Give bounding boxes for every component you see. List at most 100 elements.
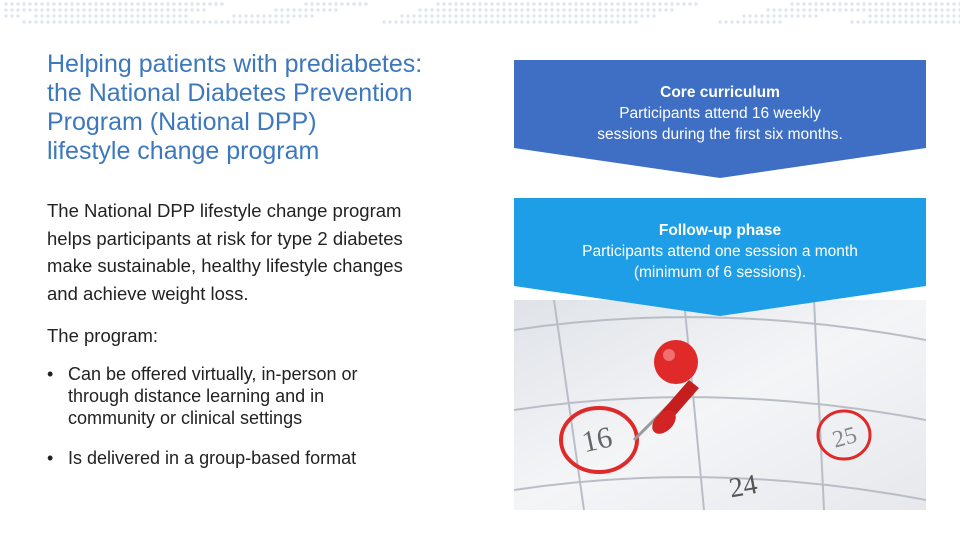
pattern-dot [526, 20, 530, 24]
pattern-dot [892, 2, 896, 6]
pattern-dot [454, 14, 458, 18]
pattern-dot [760, 14, 764, 18]
follow-banner-shape [514, 198, 926, 316]
pattern-dot [292, 8, 296, 12]
pattern-dot [58, 20, 62, 24]
pattern-dot [514, 8, 518, 12]
pattern-dot [10, 8, 14, 12]
title-line-2: the National Diabetes Prevention [47, 79, 413, 107]
pattern-dot [430, 14, 434, 18]
pattern-dot [76, 2, 80, 6]
pattern-dot [760, 20, 764, 24]
pattern-dot [604, 20, 608, 24]
pattern-dot [190, 20, 194, 24]
pattern-dot [928, 14, 932, 18]
calendar-grid [513, 299, 927, 511]
pattern-dot [520, 14, 524, 18]
pattern-dot [526, 8, 530, 12]
pattern-dot [442, 8, 446, 12]
pattern-dot [430, 8, 434, 12]
pattern-dot [952, 8, 956, 12]
intro-line-1: The National DPP lifestyle change progra… [47, 200, 402, 221]
pattern-dot [496, 14, 500, 18]
pattern-dot [610, 14, 614, 18]
pattern-dot [610, 20, 614, 24]
pattern-dot [178, 20, 182, 24]
pattern-dot [928, 2, 932, 6]
pattern-dot [52, 20, 56, 24]
pattern-dot [496, 2, 500, 6]
pattern-dot [508, 14, 512, 18]
pattern-dot [856, 8, 860, 12]
list-item: • Is delivered in a group-based format [47, 447, 447, 469]
pattern-dot [286, 8, 290, 12]
pattern-dot [790, 14, 794, 18]
pattern-dot [178, 2, 182, 6]
pattern-dot [106, 8, 110, 12]
pattern-dot [568, 14, 572, 18]
pattern-dot [556, 2, 560, 6]
pattern-dot [592, 2, 596, 6]
pattern-dot [412, 20, 416, 24]
pattern-dot [478, 20, 482, 24]
pattern-dot [40, 8, 44, 12]
bullet-1-line-2: through distance learning and in [68, 386, 325, 406]
pattern-dot [844, 2, 848, 6]
pattern-dot [898, 8, 902, 12]
pattern-dot [490, 14, 494, 18]
pattern-dot [88, 14, 92, 18]
pattern-dot [4, 2, 8, 6]
pattern-dot [904, 14, 908, 18]
pattern-dot [448, 2, 452, 6]
pattern-dot [802, 2, 806, 6]
pattern-dot [526, 14, 530, 18]
pattern-dot [610, 8, 614, 12]
pattern-dot [820, 2, 824, 6]
pattern-dot [274, 14, 278, 18]
intro-line-4: and achieve weight loss. [47, 282, 249, 304]
pattern-dot [148, 14, 152, 18]
pattern-dot [538, 20, 542, 24]
pattern-dot [946, 8, 950, 12]
pattern-dot [154, 2, 158, 6]
pattern-dot [796, 2, 800, 6]
pattern-dot [562, 8, 566, 12]
pattern-dot [214, 20, 218, 24]
pattern-dot [946, 14, 950, 18]
pattern-dot [196, 20, 200, 24]
pattern-dot [634, 14, 638, 18]
pattern-dot [748, 20, 752, 24]
pattern-dot [118, 2, 122, 6]
pattern-dot [658, 2, 662, 6]
pattern-dot [808, 14, 812, 18]
pattern-dot [562, 20, 566, 24]
pattern-dot [622, 14, 626, 18]
pattern-dot [604, 14, 608, 18]
pattern-dot [214, 2, 218, 6]
pattern-dot [238, 14, 242, 18]
pattern-dot [856, 20, 860, 24]
pattern-dot [592, 20, 596, 24]
pattern-dot [934, 8, 938, 12]
pattern-dot [892, 8, 896, 12]
pattern-dot [550, 2, 554, 6]
pattern-dot [622, 8, 626, 12]
pattern-dot [160, 20, 164, 24]
push-pin-icon [632, 340, 699, 442]
pattern-dot [874, 14, 878, 18]
pattern-dot [628, 20, 632, 24]
pattern-dot [622, 20, 626, 24]
pattern-dot [484, 2, 488, 6]
dot-pattern-decoration [4, 2, 960, 24]
pattern-dot [88, 2, 92, 6]
pattern-dot [886, 14, 890, 18]
pattern-dot [418, 8, 422, 12]
pattern-dot [898, 2, 902, 6]
pattern-dot [400, 14, 404, 18]
pattern-dot [892, 20, 896, 24]
pattern-dot [106, 20, 110, 24]
pattern-dot [454, 8, 458, 12]
pattern-dot [100, 20, 104, 24]
pattern-dot [52, 8, 56, 12]
pattern-dot [436, 2, 440, 6]
